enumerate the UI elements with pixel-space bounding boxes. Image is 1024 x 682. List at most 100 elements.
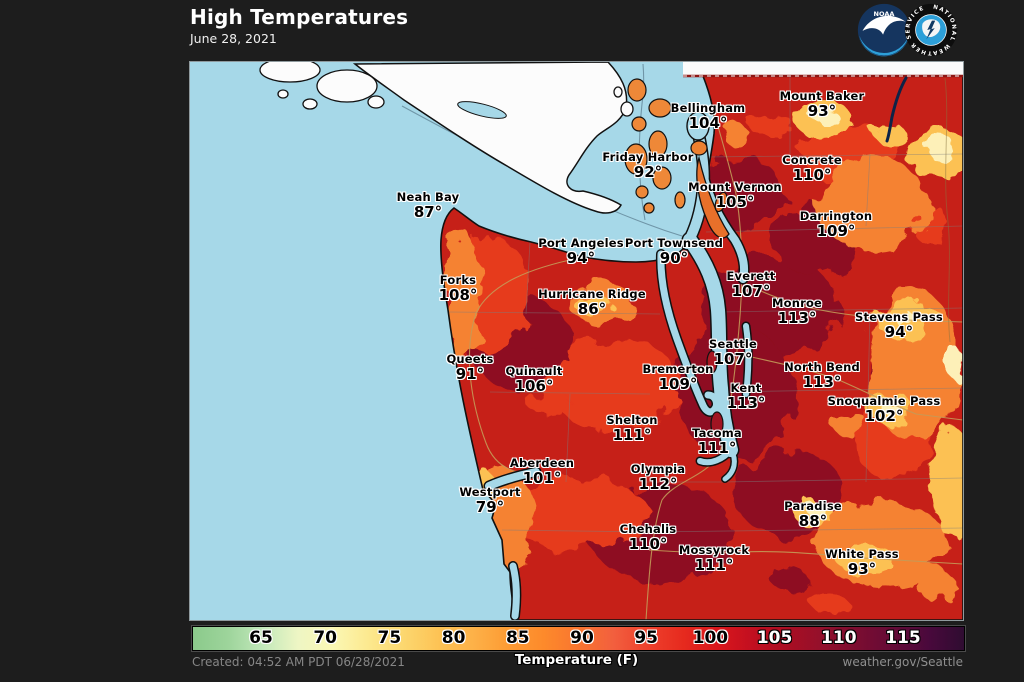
noaa-logo: NOAA: [857, 3, 911, 57]
city-name: Westport: [459, 485, 521, 499]
scale-label-110: 110: [821, 628, 857, 648]
canada-strip: [683, 62, 963, 76]
river: [885, 76, 908, 143]
scale-label-65: 65: [249, 628, 273, 648]
city-temperature: 111°: [694, 556, 734, 574]
city-temperature: 93°: [807, 102, 837, 120]
agency-logos: NOAA NATIONAL WEATHER SERVICE: [856, 2, 959, 58]
city-label-bremerton: Bremerton 109°: [642, 362, 714, 393]
city-label-shelton: Shelton 111°: [606, 413, 658, 444]
city-temperature: 110°: [628, 535, 668, 553]
scale-title: Temperature (F): [514, 652, 639, 668]
city-temperature: 107°: [713, 350, 753, 368]
county-lines: [447, 76, 963, 533]
city-temperature: 113°: [726, 394, 766, 412]
city-temperature: 108°: [438, 286, 478, 304]
vashon-island: [710, 411, 724, 437]
city-labels: Bellingham 104° Mount Baker 93° Friday Harbo…: [190, 62, 963, 620]
city-temperature: 93°: [847, 560, 877, 578]
city-name: Mossyrock: [678, 543, 750, 557]
city-name: Shelton: [606, 413, 658, 427]
city-name: Quinault: [505, 364, 563, 378]
city-label-hurricane-ridge: Hurricane Ridge 86°: [538, 288, 646, 318]
city-label-seattle: Seattle 107°: [709, 337, 757, 368]
city-name: Friday Harbor: [602, 150, 694, 164]
city-temperature: 111°: [697, 439, 737, 457]
city-temperature: 87°: [413, 203, 443, 221]
city-name: Everett: [726, 269, 776, 283]
city-name: Neah Bay: [396, 190, 460, 204]
city-temperature: 91°: [455, 365, 485, 383]
city-name: Monroe: [771, 296, 823, 310]
city-temperature: 90°: [659, 249, 689, 267]
city-name: Port Townsend: [624, 236, 724, 250]
city-label-westport: Westport 79°: [459, 485, 521, 516]
vancouver-island: [352, 62, 628, 214]
city-temperature: 102°: [864, 407, 904, 425]
city-label-paradise: Paradise 88°: [784, 499, 842, 530]
camano-island: [714, 191, 728, 213]
city-temperature: 107°: [731, 282, 771, 300]
city-temperature: 106°: [514, 377, 554, 395]
scale-label-115: 115: [885, 628, 921, 648]
city-temperature: 94°: [566, 249, 596, 267]
nws-logo: NATIONAL WEATHER SERVICE: [904, 3, 958, 57]
city-label-queets: Queets 91°: [446, 353, 493, 383]
highway-lines: [468, 77, 963, 620]
city-label-quinault: Quinault 106°: [505, 364, 563, 395]
city-label-mount-baker: Mount Baker 93°: [779, 89, 865, 120]
city-name: White Pass: [825, 547, 899, 561]
city-label-darrington: Darrington 109°: [800, 210, 873, 240]
city-name: Mount Vernon: [688, 180, 782, 194]
city-label-aberdeen: Aberdeen 101°: [510, 457, 574, 487]
city-temperature: 111°: [612, 426, 652, 444]
city-label-kent: Kent 113°: [726, 381, 766, 412]
city-name: Stevens Pass: [855, 310, 943, 324]
city-label-tacoma: Tacoma 111°: [692, 427, 742, 457]
city-name: Concrete: [782, 153, 842, 167]
bellingham-bay: [686, 111, 710, 141]
city-temperature: 112°: [638, 475, 678, 493]
city-label-port-townsend: Port Townsend 90°: [624, 236, 724, 267]
city-name: North Bend: [784, 360, 860, 374]
city-name: Bremerton: [642, 362, 714, 376]
city-name: Paradise: [784, 499, 842, 513]
created-timestamp: Created: 04:52 AM PDT 06/28/2021: [192, 655, 405, 669]
scale-label-105: 105: [756, 628, 793, 648]
city-temperature: 110°: [792, 166, 832, 184]
city-label-mount-vernon: Mount Vernon 105°: [688, 180, 782, 211]
city-temperature: 113°: [802, 373, 842, 391]
city-name: Forks: [439, 273, 477, 287]
city-label-mossyrock: Mossyrock 111°: [678, 543, 750, 574]
city-name: Mount Baker: [779, 89, 865, 103]
city-temperature: 86°: [577, 300, 607, 318]
city-name: Kent: [730, 381, 762, 395]
city-label-everett: Everett 107°: [726, 269, 776, 300]
city-label-neah-bay: Neah Bay 87°: [396, 190, 460, 221]
noaa-logo-text: NOAA: [874, 10, 896, 18]
city-temperature: 105°: [715, 193, 755, 211]
city-name: Bellingham: [670, 101, 746, 115]
city-temperature: 101°: [522, 469, 562, 487]
bainbridge-island: [706, 350, 718, 374]
city-label-monroe: Monroe 113°: [771, 296, 823, 327]
fidalgo-island: [690, 140, 708, 156]
city-name: Seattle: [709, 337, 757, 351]
city-label-snoqualmie-pass: Snoqualmie Pass 102°: [828, 395, 941, 425]
temperature-map: Bellingham 104° Mount Baker 93° Friday Harbo…: [190, 62, 963, 620]
east-boundary: [944, 77, 951, 343]
city-label-north-bend: North Bend 113°: [784, 360, 860, 391]
city-label-white-pass: White Pass 93°: [825, 547, 899, 578]
city-temperature: 79°: [475, 498, 505, 516]
header: High Temperatures June 28, 2021: [190, 5, 408, 46]
city-temperature: 109°: [816, 222, 856, 240]
city-label-concrete: Concrete 110°: [782, 153, 842, 184]
city-temperature: 104°: [688, 114, 728, 132]
city-temperature: 92°: [633, 163, 663, 181]
city-temperature: 113°: [777, 309, 817, 327]
whidbey-island: [696, 155, 730, 239]
city-label-friday-harbor: Friday Harbor 92°: [602, 150, 694, 181]
page-title: High Temperatures: [190, 5, 409, 29]
city-label-forks: Forks 108°: [438, 273, 478, 304]
